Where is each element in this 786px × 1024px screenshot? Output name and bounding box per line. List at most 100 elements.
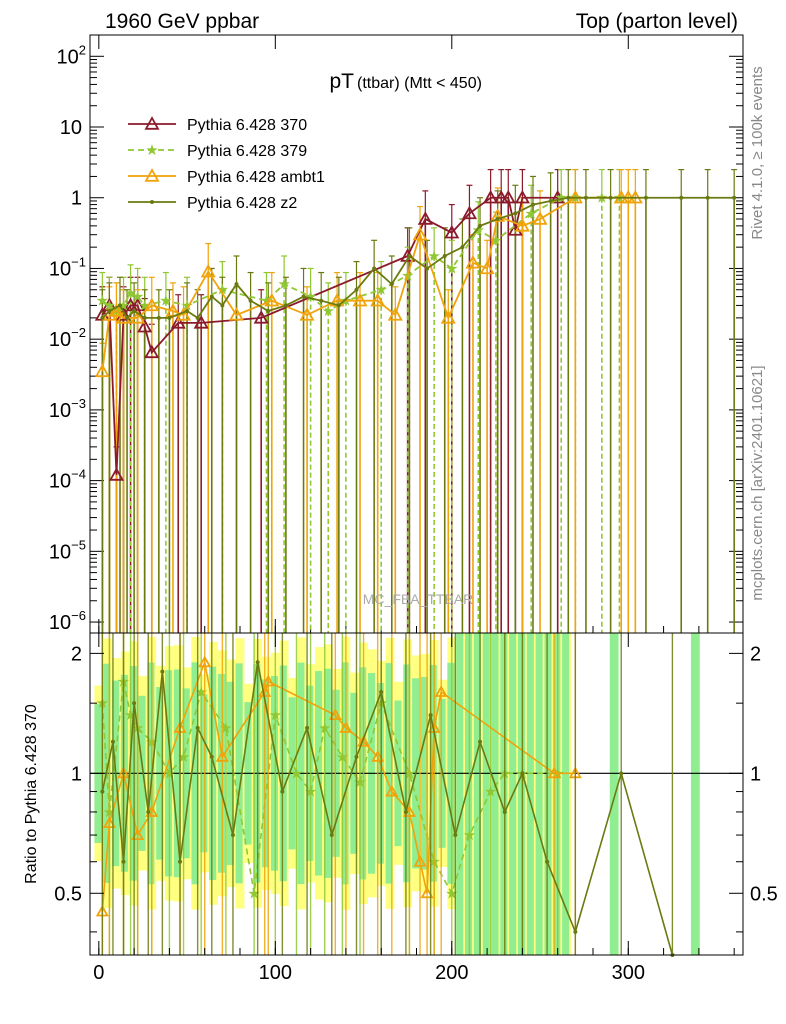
ratio-point-p379: ★ <box>318 719 331 737</box>
main-point-ambt1 <box>264 292 280 307</box>
ratio-point-ambt1 <box>420 886 434 899</box>
ratio-point-z2 <box>230 833 235 838</box>
main-point-z2 <box>679 195 684 200</box>
ratio-point-z2 <box>305 725 310 730</box>
legend-label-z2: Pythia 6.428 z2 <box>187 195 297 212</box>
ratio-band-green <box>456 633 464 955</box>
ratio-point-p379: ★ <box>484 783 497 801</box>
ratio-point-z2 <box>100 789 105 794</box>
ratio-y-tick-label-left: 1 <box>71 763 82 785</box>
ratio-point-p379: ★ <box>353 773 366 791</box>
main-y-tick-label: 10−2 <box>49 325 86 351</box>
main-point-p370 <box>514 189 530 204</box>
ratio-y-tick-label-left: 2 <box>71 643 82 665</box>
main-point-z2 <box>513 211 518 216</box>
legend-marker-p370 <box>144 116 160 130</box>
main-point-z2 <box>125 315 130 320</box>
main-point-ambt1 <box>387 307 403 321</box>
ratio-series-line-z2 <box>101 662 674 956</box>
main-point-p379: ★ <box>159 292 172 310</box>
main-y-tick-label: 1 <box>71 188 82 210</box>
ratio-point-z2 <box>280 789 285 794</box>
main-point-z2 <box>705 195 710 200</box>
ratio-point-p379: ★ <box>463 826 476 844</box>
ratio-point-ambt1 <box>131 828 145 840</box>
main-y-tick-label: 10−4 <box>49 467 86 493</box>
main-point-ambt1 <box>412 226 428 241</box>
main-point-ambt1 <box>299 307 315 321</box>
main-point-ambt1 <box>108 303 125 317</box>
main-point-z2 <box>583 195 588 200</box>
main-point-z2 <box>248 298 253 303</box>
main-y-tick-label: 10−5 <box>49 537 86 563</box>
ratio-point-z2 <box>255 660 260 665</box>
main-point-p379: ★ <box>445 259 458 277</box>
ratio-band-green <box>690 633 700 955</box>
ratio-point-z2 <box>502 809 507 814</box>
main-point-p370 <box>417 211 433 225</box>
main-point-p379: ★ <box>216 281 229 299</box>
ratio-y-tick-label-right: 0.5 <box>750 883 778 905</box>
main-point-p379: ★ <box>96 292 109 310</box>
main-point-p370 <box>507 222 523 236</box>
main-point-z2 <box>100 315 105 320</box>
ratio-band-green <box>465 633 473 955</box>
main-series-lines: ★★★★★★★ ★ ★★★★★★★★★★★★★★★ ★ ★ ★ <box>94 189 737 481</box>
main-point-z2 <box>209 294 214 299</box>
main-point-z2 <box>530 202 535 207</box>
main-point-z2 <box>195 315 200 320</box>
main-point-ambt1 <box>370 292 386 307</box>
main-point-p370 <box>461 205 477 220</box>
main-point-p370 <box>493 189 509 204</box>
main-point-p379: ★ <box>472 221 485 239</box>
ratio-point-z2 <box>178 859 183 864</box>
ratio-point-ambt1 <box>261 674 275 687</box>
legend-label-p379: Pythia 6.428 379 <box>187 143 307 160</box>
ratio-band-green <box>553 633 561 955</box>
legend-item-ambt1: Pythia 6.428 ambt1 <box>128 168 325 186</box>
main-point-p370 <box>137 318 153 333</box>
plot-title-main: pT <box>329 70 354 93</box>
ratio-point-p379: ★ <box>445 884 458 902</box>
ratio-y-tick-label-right: 1 <box>750 763 761 785</box>
main-point-z2 <box>336 303 341 308</box>
legend-marker-ambt1 <box>144 168 160 182</box>
ratio-point-z2 <box>545 859 550 864</box>
ratio-point-z2 <box>121 859 126 864</box>
ratio-point-ambt1 <box>215 749 229 762</box>
main-point-z2 <box>478 223 483 228</box>
main-point-z2 <box>608 195 613 200</box>
main-point-ambt1 <box>514 218 530 232</box>
main-point-z2 <box>389 282 394 287</box>
main-point-z2 <box>301 294 306 299</box>
ratio-point-ambt1 <box>339 721 353 733</box>
ratio-point-z2 <box>379 689 384 694</box>
ratio-point-z2 <box>209 754 214 759</box>
main-point-p370 <box>170 315 186 329</box>
main-point-p379: ★ <box>124 284 137 302</box>
main-point-z2 <box>167 315 172 320</box>
ratio-band-green <box>544 633 552 955</box>
header-left-title: 1960 GeV ppbar <box>105 10 259 33</box>
main-y-tick-label: 102 <box>57 42 86 68</box>
main-point-z2 <box>548 198 553 203</box>
main-point-ambt1 <box>479 260 495 275</box>
main-series-line-ambt1 <box>101 196 636 372</box>
main-point-z2 <box>425 266 430 271</box>
main-point-ambt1 <box>94 363 110 378</box>
ratio-point-ambt1 <box>385 784 399 797</box>
ratio-band-green <box>473 633 481 955</box>
ratio-point-p379: ★ <box>336 748 349 766</box>
ratio-point-ambt1 <box>547 766 561 779</box>
ratio-band-green <box>491 633 499 955</box>
main-point-p370 <box>483 189 499 204</box>
ratio-point-ambt1 <box>357 734 371 747</box>
main-point-ambt1 <box>130 310 146 324</box>
rivet-version-label: Rivet 4.1.0, ≥ 100k events <box>749 66 766 239</box>
main-y-tick-label: 10−6 <box>49 608 86 634</box>
ratio-y-tick-label-left: 0.5 <box>54 883 82 905</box>
main-point-z2 <box>319 298 324 303</box>
ratio-point-ambt1 <box>413 854 427 867</box>
main-point-p379: ★ <box>131 288 144 306</box>
